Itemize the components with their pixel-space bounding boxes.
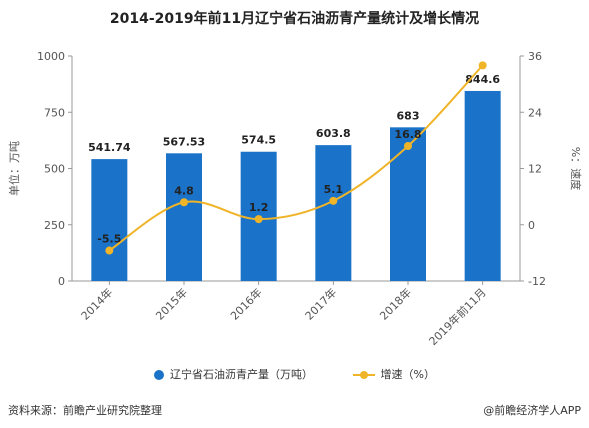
growth-point-0 xyxy=(105,246,114,255)
y-tick-label-2: 500 xyxy=(44,163,65,176)
growth-point-4 xyxy=(404,142,412,150)
brand-credit: @前瞻经济学人APP xyxy=(483,404,581,417)
bar-value-label-1: 567.53 xyxy=(163,135,205,148)
y-axis-title: 单位：万吨 xyxy=(7,141,21,196)
bar-5 xyxy=(464,90,501,281)
legend: 辽宁省石油沥青产量（万吨） 增速（%） xyxy=(0,366,589,382)
y2-tick-label-2: 12 xyxy=(528,163,542,176)
y2-tick-label-4: 36 xyxy=(528,50,542,63)
x-tick-label-0: 2014年 xyxy=(78,285,115,322)
growth-line xyxy=(108,64,484,252)
y2-tick-label-3: 24 xyxy=(528,106,542,119)
legend-item-line: 增速（%） xyxy=(352,366,435,382)
growth-value-label-0: -5.5 xyxy=(97,233,121,246)
chart-title: 2014-2019年前11月辽宁省石油沥青产量统计及增长情况 xyxy=(109,11,480,27)
y-tick-label-1: 250 xyxy=(44,219,65,232)
y2-tick-label-0: -12 xyxy=(528,275,546,288)
bar-value-label-2: 574.5 xyxy=(241,134,276,147)
legend-item-bar: 辽宁省石油沥青产量（万吨） xyxy=(154,366,313,382)
growth-value-label-1: 4.8 xyxy=(174,184,194,197)
growth-point-2 xyxy=(254,215,263,224)
source-note: 资料来源：前瞻产业研究院整理 xyxy=(8,404,162,417)
growth-value-label-4: 16.8 xyxy=(394,128,421,141)
bar-value-label-0: 541.74 xyxy=(88,141,131,154)
growth-value-label-3: 5.1 xyxy=(324,183,344,196)
bar-value-label-3: 603.8 xyxy=(316,127,351,140)
y-tick-label-3: 750 xyxy=(44,106,65,119)
growth-point-3 xyxy=(329,196,338,205)
x-tick-label-3: 2017年 xyxy=(302,285,339,322)
x-tick-label-4: 2018年 xyxy=(377,285,414,322)
x-tick-label-1: 2015年 xyxy=(153,285,190,322)
y-tick-label-4: 1000 xyxy=(37,50,65,63)
legend-bar-swatch xyxy=(154,370,165,380)
growth-point-1 xyxy=(180,198,188,207)
y2-axis-title: %：速度 xyxy=(569,147,583,190)
legend-bar-label: 辽宁省石油沥青产量（万吨） xyxy=(170,368,314,381)
bar-0 xyxy=(91,159,128,281)
y2-tick-label-1: 0 xyxy=(528,219,535,232)
bar-1 xyxy=(166,153,202,281)
legend-line-label: 增速（%） xyxy=(380,368,435,381)
x-tick-label-5: 2019年前11月 xyxy=(426,285,489,348)
legend-line-swatch xyxy=(352,371,375,379)
growth-point-5 xyxy=(478,61,487,70)
y-tick-label-0: 0 xyxy=(58,275,65,288)
growth-value-label-2: 1.2 xyxy=(249,201,269,214)
bar-4 xyxy=(390,127,426,281)
bar-value-label-4: 683 xyxy=(397,109,420,122)
bar-3 xyxy=(315,145,352,281)
x-tick-label-2: 2016年 xyxy=(227,285,264,322)
